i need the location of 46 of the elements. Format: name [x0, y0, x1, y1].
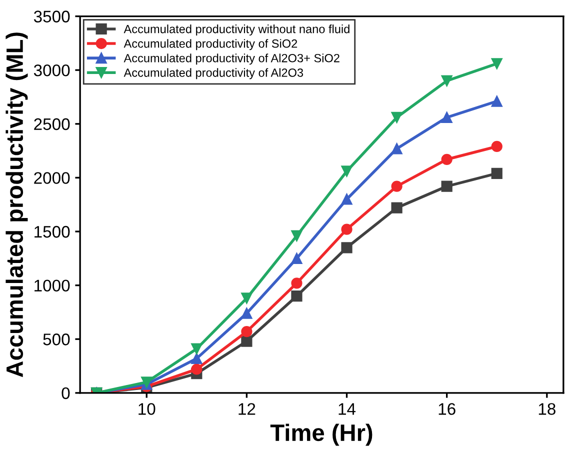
point: [291, 230, 302, 242]
point: [491, 140, 502, 152]
x-axis-title: Time (Hr): [270, 424, 372, 446]
x-tick-label: 10: [138, 403, 156, 415]
point: [241, 292, 252, 304]
x-tick-label: 16: [438, 403, 456, 415]
point: [441, 180, 452, 192]
legend-label: Accumulated productivity of Al2O3+ SiO2: [124, 54, 340, 65]
y-tick-label: 1500: [34, 226, 70, 238]
y-tick-label: 2000: [34, 172, 70, 184]
y-tick-label: 2500: [34, 118, 70, 130]
point: [341, 194, 352, 205]
point: [391, 202, 402, 214]
point: [191, 352, 202, 364]
point: [341, 166, 352, 177]
y-axis-title: Accumulated productivity (ML): [6, 32, 28, 378]
x-tick-label: 14: [338, 403, 356, 415]
y-tick-label: 500: [43, 334, 70, 346]
point: [241, 308, 252, 319]
point: [441, 154, 452, 165]
point: [391, 112, 402, 123]
point: [491, 168, 502, 179]
x-tick-label: 12: [238, 403, 256, 415]
point: [291, 252, 302, 264]
point: [391, 143, 402, 154]
point: [191, 343, 202, 354]
point: [491, 58, 502, 70]
y-tick-label: 3000: [34, 64, 70, 76]
legend-label: Accumulated productivity of Al2O3: [124, 68, 304, 80]
point: [441, 75, 452, 86]
point: [291, 278, 302, 289]
legend-label: Accumulated productivity without nano fluid: [124, 24, 350, 36]
point: [191, 364, 202, 375]
point: [241, 326, 252, 338]
point: [491, 96, 502, 107]
y-tick-label: 0: [62, 387, 70, 400]
point: [391, 180, 402, 192]
point: [441, 112, 452, 123]
point: [241, 336, 252, 347]
x-tick-label: 18: [538, 403, 556, 415]
point: [291, 290, 302, 302]
point: [341, 242, 352, 254]
y-tick-label: 3500: [34, 10, 70, 22]
legend-label: Accumulated productivity of SiO2: [124, 39, 298, 50]
y-tick-label: 1000: [34, 280, 70, 292]
point: [341, 224, 352, 235]
